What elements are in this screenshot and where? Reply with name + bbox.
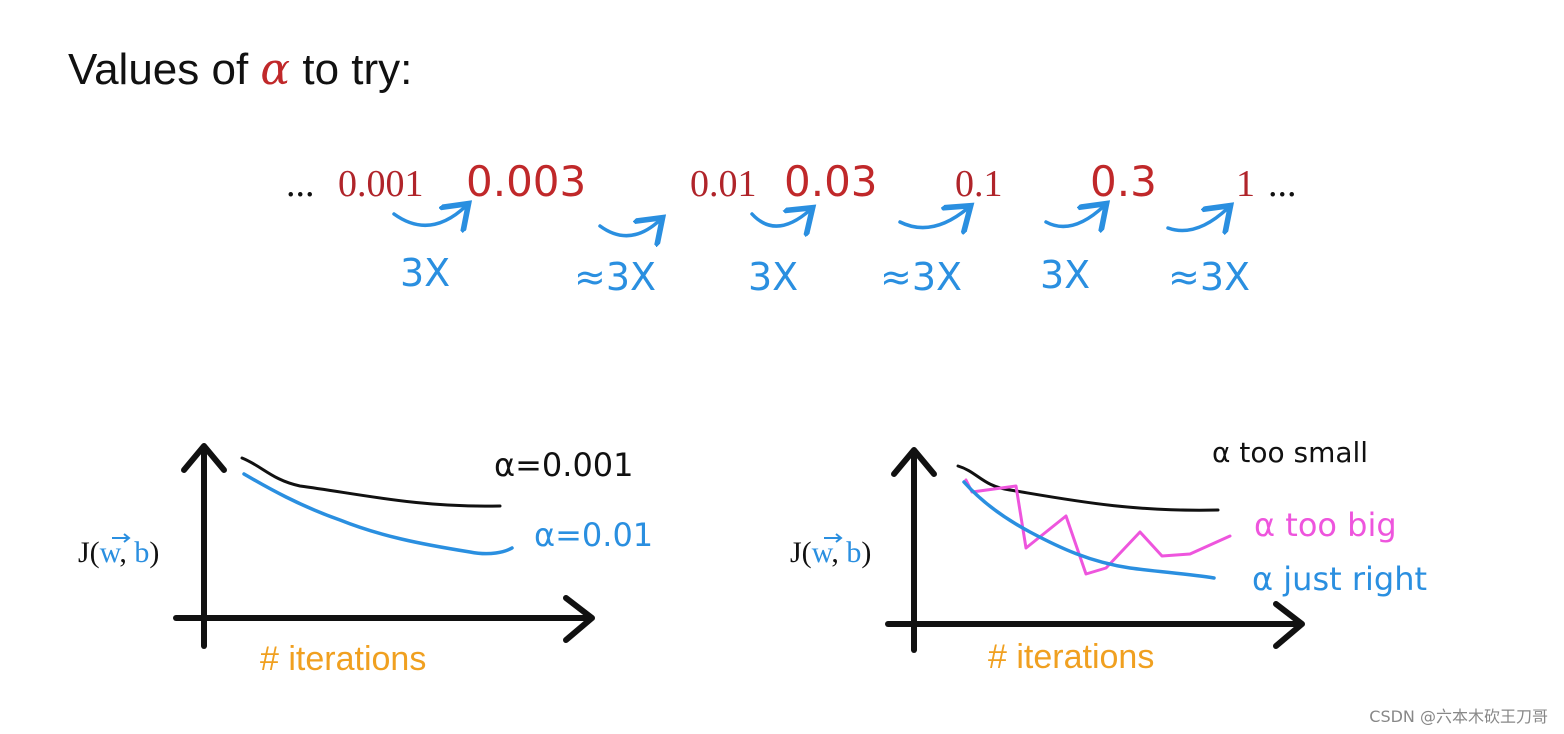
value-1: 1 xyxy=(1236,163,1255,205)
right-y-axis-label: J(w, b) xyxy=(790,536,871,569)
label-alpha-0-01: α=0.01 xyxy=(534,516,653,554)
left-y-axis-label: J(w, b) xyxy=(78,536,159,569)
curve-alpha-0-01 xyxy=(242,472,514,556)
value-0-03: 0.03 xyxy=(784,157,878,206)
label-just-right: α just right xyxy=(1252,560,1427,598)
value-0-3: 0.3 xyxy=(1090,157,1157,206)
vector-arrow-icon xyxy=(123,533,131,543)
leading-dots: ... xyxy=(286,163,315,205)
curve-too-small xyxy=(956,464,1220,512)
arrow-icon xyxy=(1044,206,1104,226)
x-axis-arrow-icon xyxy=(563,595,595,643)
left-axes xyxy=(173,443,595,649)
vector-arrow-icon xyxy=(835,533,843,543)
multiplier-arrows xyxy=(392,206,1228,236)
curve-alpha-0-001 xyxy=(240,456,502,508)
value-0-01: 0.01 xyxy=(690,163,757,205)
right-axes xyxy=(885,447,1305,653)
label-too-big: α too big xyxy=(1254,506,1397,544)
right-x-axis-label: # iterations xyxy=(988,638,1154,676)
arrow-icon xyxy=(392,206,466,225)
curve-just-right xyxy=(962,480,1216,580)
value-0-003: 0.003 xyxy=(466,157,586,206)
left-x-axis-label: # iterations xyxy=(260,640,426,678)
factor-label: 3X xyxy=(1040,253,1090,297)
multiplier-factors: 3X ≈3X 3X ≈3X 3X ≈3X xyxy=(400,251,1250,299)
arrow-icon xyxy=(750,210,810,226)
value-0-1: 0.1 xyxy=(955,163,1003,205)
watermark: CSDN @六本木砍王刀哥 xyxy=(1369,707,1548,726)
alpha-symbol: α xyxy=(260,44,290,95)
arrow-icon xyxy=(598,220,660,236)
arrow-icon xyxy=(898,208,968,228)
y-axis-arrow-icon xyxy=(891,447,937,477)
label-too-small: α too small xyxy=(1212,436,1368,469)
right-plot: J(w, b) # iterations α too small α too b… xyxy=(790,436,1427,676)
alpha-sequence: ... 0.001 0.003 0.01 0.03 0.1 0.3 1 ... xyxy=(286,157,1297,206)
y-axis-arrow-icon xyxy=(181,443,227,473)
factor-label: 3X xyxy=(748,255,798,299)
label-alpha-0-001: α=0.001 xyxy=(494,446,634,484)
curve-too-big xyxy=(964,478,1232,576)
trailing-dots: ... xyxy=(1268,163,1297,205)
x-axis-arrow-icon xyxy=(1273,601,1305,649)
factor-label: ≈3X xyxy=(574,255,656,299)
arrow-icon xyxy=(1166,208,1228,231)
left-plot: J(w, b) # iterations α=0.001 α=0.01 xyxy=(78,443,653,678)
factor-label: ≈3X xyxy=(880,255,962,299)
slide-title: Values of α to try: xyxy=(68,44,412,95)
factor-label: 3X xyxy=(400,251,450,295)
factor-label: ≈3X xyxy=(1168,255,1250,299)
value-0-001: 0.001 xyxy=(338,163,424,205)
